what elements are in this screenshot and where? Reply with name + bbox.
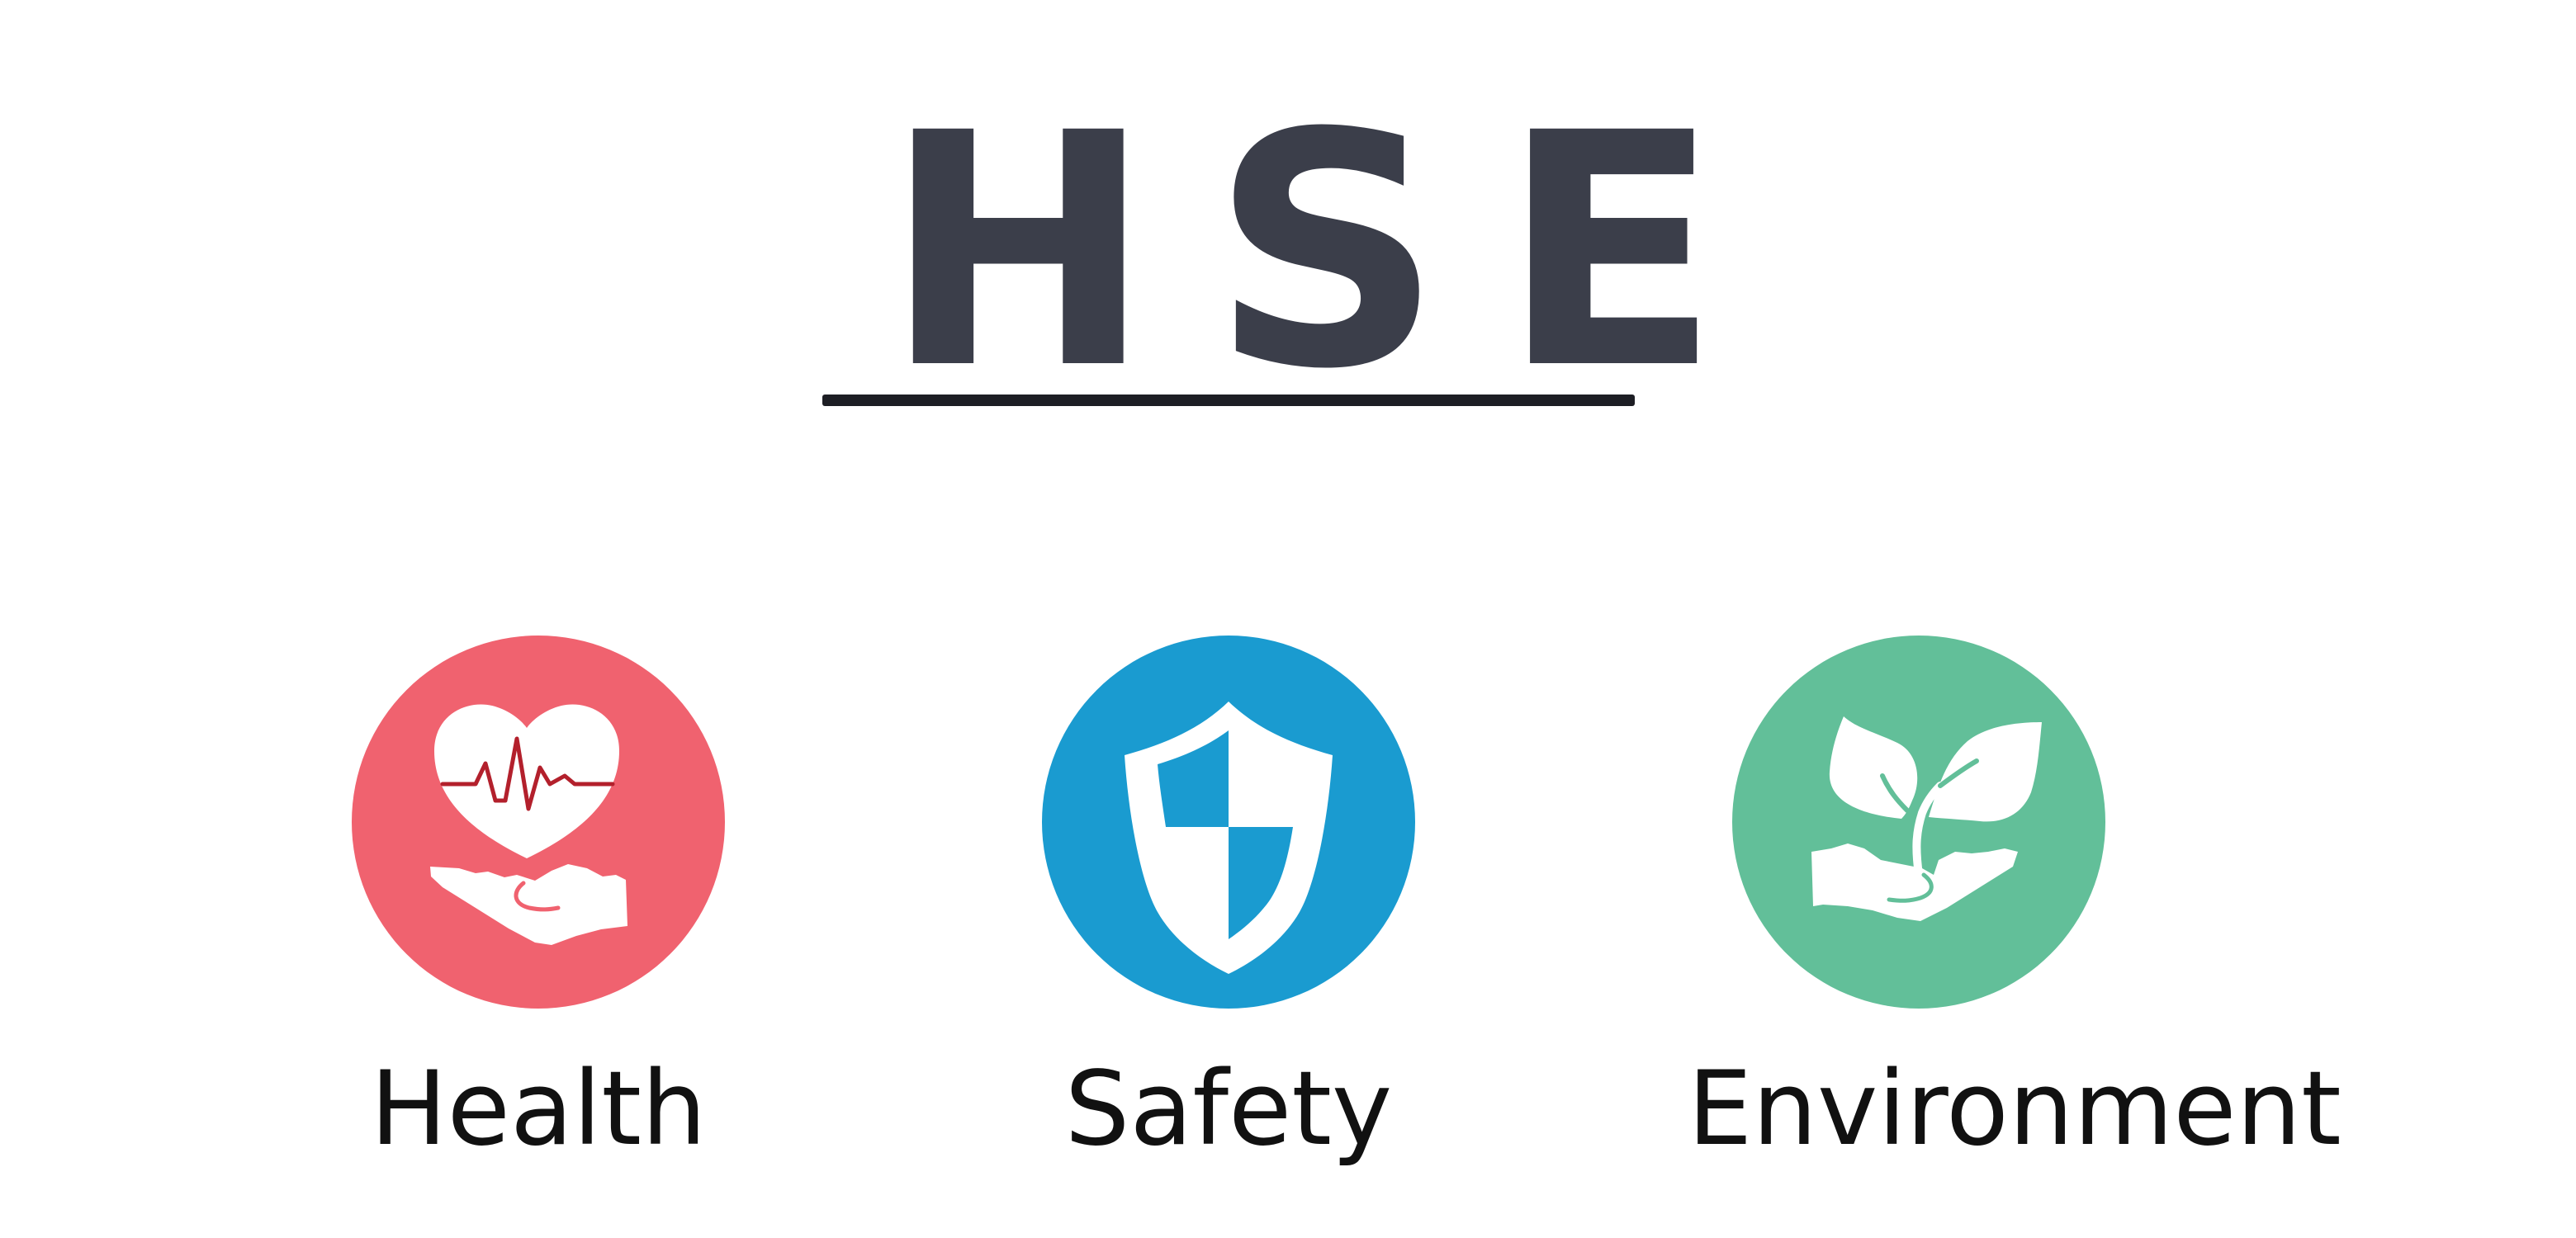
pillar-safety: Safety: [997, 636, 1460, 1160]
pillar-label-environment: Environment: [1688, 1050, 2342, 1169]
pillar-label-health: Health: [370, 1050, 707, 1169]
title-underline: [822, 395, 1635, 406]
safety-circle: [1042, 636, 1415, 1009]
environment-circle: [1732, 636, 2105, 1009]
health-circle: [352, 636, 725, 1009]
plant-hand-icon: [1811, 716, 2042, 921]
pillar-environment: Environment: [1688, 636, 2342, 1169]
heart-hand-icon: [430, 704, 627, 945]
pillar-label-safety: Safety: [1064, 1050, 1393, 1169]
pillar-health: Health: [307, 636, 769, 1160]
shield-icon: [1125, 702, 1333, 974]
hse-title: HSE: [883, 64, 1778, 439]
